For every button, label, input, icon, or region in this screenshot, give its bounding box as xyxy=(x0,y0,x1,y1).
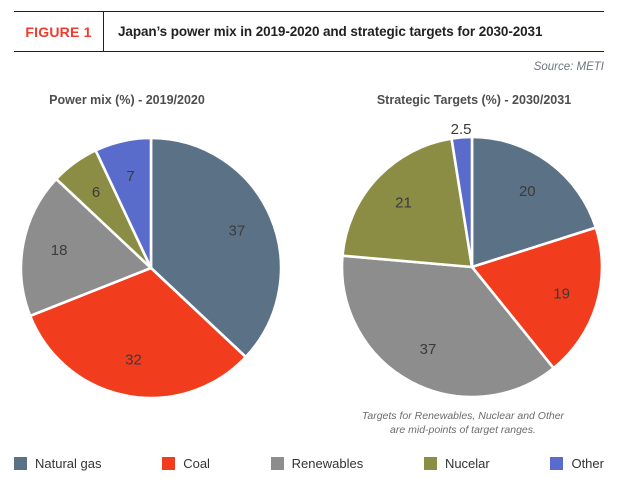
pie-chart-power-mix-2019-2020: 37 32 18 6 7 xyxy=(19,136,283,400)
pie-value-label-nuclear: 21 xyxy=(395,195,412,212)
pie-slice-natural-gas xyxy=(149,136,283,359)
pie-value-label-renewables: 18 xyxy=(51,242,68,259)
left-chart-title: Power mix (%) - 2019/2020 xyxy=(49,93,205,107)
figure-header: FIGURE 1 Japan’s power mix in 2019-2020 … xyxy=(14,11,604,52)
legend: Natural gas Coal Renewables Nucelar Othe… xyxy=(14,456,604,471)
legend-label-nuclear: Nucelar xyxy=(444,456,490,471)
figure-title-box: Japan’s power mix in 2019-2020 and strat… xyxy=(104,12,604,51)
footnote-line-1: Targets for Renewables, Nuclear and Othe… xyxy=(361,410,565,422)
legend-item-other: Other xyxy=(550,456,604,471)
pie-value-label-coal: 32 xyxy=(125,351,142,368)
source-note: Source: METI xyxy=(533,61,604,73)
pie-slice-renewables xyxy=(19,177,153,318)
legend-swatch-nuclear xyxy=(423,457,437,470)
legend-swatch-coal xyxy=(162,457,176,470)
legend-swatch-natural-gas xyxy=(14,457,27,470)
pie-value-label-natural-gas: 37 xyxy=(229,222,246,239)
pie-slice-coal xyxy=(470,226,604,370)
legend-item-nuclear: Nucelar xyxy=(423,456,490,471)
legend-swatch-other xyxy=(550,457,564,470)
legend-swatch-renewables xyxy=(270,457,284,470)
pie-slice-nuclear xyxy=(341,137,474,269)
pie-value-label-renewables: 37 xyxy=(420,341,437,358)
pie-chart-strategic-targets-2030-2031: 20 19 37 21 2.5 xyxy=(340,121,604,399)
pie-slice-other xyxy=(94,136,153,270)
pie-value-label-nuclear: 6 xyxy=(92,184,100,201)
pie-slice-renewables xyxy=(340,254,555,399)
legend-item-natural-gas: Natural gas xyxy=(14,456,101,471)
legend-item-renewables: Renewables xyxy=(270,456,364,471)
figure-title: Japan’s power mix in 2019-2020 and strat… xyxy=(118,24,543,39)
chart-footnote: Targets for Renewables, Nuclear and Othe… xyxy=(318,410,608,437)
footnote-line-2: are mid-points of target ranges. xyxy=(390,423,536,436)
legend-label-renewables: Renewables xyxy=(291,456,364,471)
pie-value-label-other: 2.5 xyxy=(451,121,472,138)
header-divider xyxy=(103,12,104,51)
legend-label-natural-gas: Natural gas xyxy=(35,456,102,471)
legend-label-other: Other xyxy=(571,456,604,471)
legend-label-coal: Coal xyxy=(183,456,210,471)
pie-slice-coal xyxy=(28,266,248,400)
figure-label-box: FIGURE 1 xyxy=(14,12,103,51)
figure-label: FIGURE 1 xyxy=(25,23,92,40)
pie-value-label-coal: 19 xyxy=(553,285,570,302)
right-chart-title: Strategic Targets (%) - 2030/2031 xyxy=(376,93,572,107)
pie-slice-other xyxy=(450,135,474,269)
pie-slice-natural-gas xyxy=(470,135,598,269)
legend-item-coal: Coal xyxy=(162,456,210,471)
pie-value-label-natural-gas: 20 xyxy=(519,183,536,200)
pie-value-label-other: 7 xyxy=(126,168,134,185)
